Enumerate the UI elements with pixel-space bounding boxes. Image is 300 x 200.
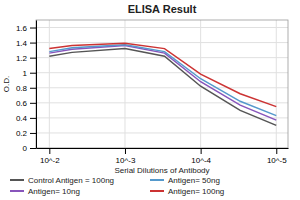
y-tick: 1.2 — [16, 54, 36, 63]
legend-label: Antigen= 10ng — [28, 187, 80, 196]
x-tick-label: 10^-5 — [267, 156, 287, 165]
x-tick-mark — [276, 148, 277, 154]
legend-item: Antigen= 50ng — [150, 176, 220, 185]
lines — [49, 43, 276, 125]
chart-svg: 10^-2 10^-3 10^-4 10^-5 0 0.2 0.4 0.6 0.8 1 1.2 1.4… — [0, 0, 300, 200]
x-tick-mark — [201, 148, 202, 154]
y-tick: 0.2 — [16, 129, 36, 138]
y-tick: 1.4 — [16, 39, 36, 48]
x-tick: 10^-2 — [40, 148, 60, 165]
y-tick-label: 0.8 — [16, 84, 28, 93]
y-tick: 0.4 — [16, 114, 36, 123]
x-tick-mark — [125, 148, 126, 154]
grid-line-y — [36, 57, 288, 58]
y-tick-label: 0.2 — [16, 129, 28, 138]
grid-line-x — [49, 20, 50, 148]
y-tick-label: 1.4 — [16, 39, 28, 48]
grid — [36, 20, 288, 148]
grid-line-y — [36, 117, 288, 118]
x-axis-line — [37, 148, 289, 149]
y-tick-mark — [30, 28, 36, 29]
y-tick-mark — [30, 43, 36, 44]
plot-frame — [36, 20, 288, 148]
x-axis: 10^-2 10^-3 10^-4 10^-5 — [37, 148, 289, 165]
grid-line-y — [36, 27, 288, 28]
legend-item: Antigen= 10ng — [10, 187, 80, 196]
series-line — [49, 45, 276, 116]
series-line — [49, 46, 276, 121]
y-tick: 1 — [23, 69, 36, 78]
grid-line-x — [276, 20, 277, 148]
y-tick-mark — [30, 148, 36, 149]
legend-swatch — [10, 190, 24, 192]
legend-item: Antigen= 100ng — [150, 187, 224, 196]
y-tick-mark — [30, 88, 36, 89]
series-line — [49, 43, 276, 106]
y-tick: 0.8 — [16, 84, 36, 93]
y-tick-label: 1.2 — [16, 54, 28, 63]
plot-area: 10^-2 10^-3 10^-4 10^-5 0 0.2 0.4 0.6 0.8 1 1.2 1.4… — [16, 20, 289, 165]
grid-line-y — [36, 87, 288, 88]
legend-item: Control Antigen = 100ng — [10, 176, 114, 185]
y-tick-label: 0.4 — [16, 114, 28, 123]
x-axis-title: Serial Dilutions of Antibody — [114, 166, 209, 175]
y-tick: 0 — [23, 144, 36, 153]
chart-title: ELISA Result — [128, 3, 197, 15]
grid-line-x — [200, 20, 201, 148]
x-tick-label: 10^-2 — [40, 156, 60, 165]
y-tick-label: 1.6 — [16, 24, 28, 33]
y-tick-mark — [30, 73, 36, 74]
legend-label: Control Antigen = 100ng — [28, 176, 114, 185]
x-tick-mark — [49, 148, 50, 154]
y-tick-mark — [30, 58, 36, 59]
y-axis: 0 0.2 0.4 0.6 0.8 1 1.2 1.4 1.6 — [16, 21, 37, 154]
grid-line-x — [124, 20, 125, 148]
grid-line-y — [36, 132, 288, 133]
x-tick: 10^-3 — [116, 148, 136, 165]
legend-label: Antigen= 50ng — [168, 176, 220, 185]
grid-line-y — [36, 72, 288, 73]
legend-swatch — [150, 190, 164, 192]
x-tick-label: 10^-3 — [116, 156, 136, 165]
legend-label: Antigen= 100ng — [168, 187, 224, 196]
x-tick: 10^-4 — [191, 148, 211, 165]
y-axis-line — [36, 21, 37, 149]
y-tick-label: 1 — [23, 69, 28, 78]
y-tick-mark — [30, 133, 36, 134]
legend-swatch — [10, 179, 24, 181]
x-tick-label: 10^-4 — [191, 156, 211, 165]
y-tick: 0.6 — [16, 99, 36, 108]
legend-swatch — [150, 179, 164, 181]
x-tick: 10^-5 — [267, 148, 287, 165]
grid-line-y — [36, 102, 288, 103]
y-tick-label: 0.6 — [16, 99, 28, 108]
chart-container: 10^-2 10^-3 10^-4 10^-5 0 0.2 0.4 0.6 0.8 1 1.2 1.4… — [0, 0, 300, 200]
y-tick: 1.6 — [16, 24, 36, 33]
legend: Control Antigen = 100ng Antigen= 10ng Anti… — [10, 176, 224, 196]
y-tick-label: 0 — [23, 144, 28, 153]
grid-line-y — [36, 42, 288, 43]
y-axis-title: O.D. — [2, 76, 11, 92]
series-line — [49, 49, 276, 126]
y-tick-mark — [30, 118, 36, 119]
y-tick-mark — [30, 103, 36, 104]
